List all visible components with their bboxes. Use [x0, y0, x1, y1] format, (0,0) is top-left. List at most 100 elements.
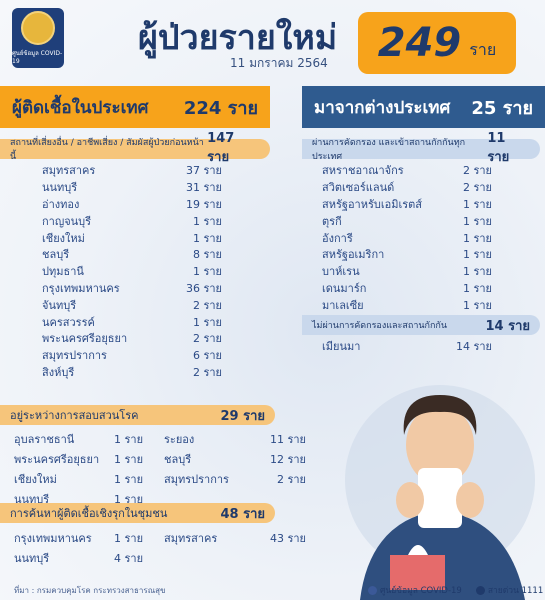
source-note: ที่มา : กรมควบคุมโรค กระทรวงสาธารณสุข	[14, 586, 166, 595]
item-value: 37 ราย	[185, 164, 222, 178]
grid-value-2: 11 ราย	[269, 433, 306, 446]
grid-name-2: ชลบุรี	[164, 453, 192, 466]
phone-icon	[475, 586, 485, 595]
item-name: อังการี	[322, 231, 353, 245]
abroad-title: มาจากต่างประเทศ	[314, 97, 451, 118]
list-item: บาห์เรน 1 ราย	[322, 263, 512, 280]
grid-value-1: 1 ราย	[114, 433, 144, 446]
facebook-link[interactable]: ศูนย์ข้อมูล COVID-19	[368, 583, 462, 597]
list-item: สวิตเซอร์แลนด์ 2 ราย	[322, 179, 512, 196]
item-name: บาห์เรน	[322, 265, 360, 279]
item-name: ตุรกี	[322, 214, 342, 228]
seal-icon	[21, 11, 55, 45]
item-name: สหรัฐอเมริกา	[322, 248, 385, 262]
item-name: สมุทรสาคร	[42, 164, 96, 178]
item-value: 14 ราย	[455, 340, 492, 354]
item-value: 1 ราย	[192, 214, 222, 228]
item-value: 1 ราย	[462, 214, 492, 228]
list-item: สมุทรสาคร 37 ราย	[42, 162, 232, 179]
item-value: 1 ราย	[192, 315, 222, 329]
item-value: 19 ราย	[185, 198, 222, 211]
high-risk-label: สถานที่เสี่ยงอื่น / อาชีพเสี่ยง / สัมผัส…	[10, 138, 204, 162]
list-item: อ่างทอง 19 ราย	[42, 196, 232, 213]
page-title: ผู้ป่วยรายใหม่	[138, 18, 338, 58]
grid-value-1: 1 ราย	[114, 493, 144, 506]
footer-contacts: ศูนย์ข้อมูล COVID-19 สายด่วน 1111	[368, 583, 543, 597]
item-value: 1 ราย	[462, 265, 492, 279]
item-name: สิงห์บุรี	[42, 365, 75, 379]
grid-value-2: 12 ราย	[269, 453, 306, 466]
item-value: 1 ราย	[192, 265, 222, 279]
list-item: มาเลเซีย 1 ราย	[322, 296, 512, 313]
list-item: นนทบุรี 31 ราย	[42, 179, 232, 196]
grid-value-1: 1 ราย	[114, 453, 144, 466]
item-value: 2 ราย	[462, 181, 492, 195]
investigating-list: อุบลราชธานี 1 ราย ระยอง 11 รายพระนครศรีอยุธ…	[14, 430, 306, 508]
facebook-icon	[368, 586, 377, 595]
grid-name-1: อุบลราชธานี	[14, 433, 75, 446]
grid-value-2: 43 ราย	[269, 532, 306, 545]
report-date: 11 มกราคม 2564	[230, 56, 328, 70]
investigating-subheader: อยู่ระหว่างการสอบสวนโรค 29 ราย	[0, 405, 275, 425]
hotline-label: สายด่วน 1111	[487, 586, 544, 596]
list-item: จันทบุรี 2 ราย	[42, 296, 232, 313]
item-value: 1 ราย	[462, 281, 492, 295]
item-name: นนทบุรี	[42, 181, 78, 195]
list-item: ชลบุรี 8 ราย	[42, 246, 232, 263]
list-item: ปทุมธานี 1 ราย	[42, 263, 232, 280]
unscreened-label: ไม่ผ่านการคัดกรองและสถานกักกัน	[312, 321, 448, 331]
item-value: 31 ราย	[185, 181, 222, 195]
grid-value-2: 2 ราย	[276, 473, 306, 486]
grid-name-1: เชียงใหม่	[14, 473, 57, 486]
grid-name-2: สมุทรสาคร	[164, 532, 218, 545]
grid-value-1: 1 ราย	[114, 532, 144, 545]
high-risk-subheader: สถานที่เสี่ยงอื่น / อาชีพเสี่ยง / สัมผัส…	[0, 131, 270, 165]
quarantine-subheader: ผ่านการคัดกรอง และเข้าสถานกักกันทุกประเท…	[302, 131, 540, 165]
item-value: 1 ราย	[192, 231, 222, 245]
list-item: สมุทรปราการ 6 ราย	[42, 347, 232, 364]
unscreened-count: 14 ราย	[485, 318, 530, 334]
high-risk-list: สมุทรสาคร 37 รายนนทบุรี 31 ราย อ่างทอง 19 รา…	[42, 162, 232, 380]
domestic-count: 224 ราย	[183, 97, 258, 119]
unscreened-subheader: ไม่ผ่านการคัดกรองและสถานกักกัน 14 ราย	[302, 315, 540, 335]
item-value: 2 ราย	[192, 365, 222, 379]
grid-value-1: 4 ราย	[114, 552, 144, 565]
list-item: อังการี 1 ราย	[322, 229, 512, 246]
item-name: ปทุมธานี	[42, 265, 84, 279]
grid-name-1: พระนครศรีอยุธยา	[14, 453, 100, 466]
item-value: 6 ราย	[192, 349, 222, 363]
item-name: พระนครศรีอยุธยา	[42, 332, 128, 346]
list-item: สหรัฐอเมริกา 1 ราย	[322, 246, 512, 263]
list-item: ตุรกี 1 ราย	[322, 212, 512, 229]
item-name: กรุงเทพมหานคร	[42, 281, 120, 295]
item-name: กาญจนบุรี	[42, 214, 92, 228]
item-value: 1 ราย	[462, 231, 492, 245]
grid-name-1: นนทบุรี	[14, 493, 50, 506]
item-name: สหรัฐอาหรับเอมิเรตส์	[322, 198, 423, 211]
item-value: 2 ราย	[192, 332, 222, 346]
grid-value-2	[254, 549, 306, 567]
list-item: เดนมาร์ก 1 ราย	[322, 280, 512, 297]
item-name: เชียงใหม่	[42, 231, 85, 245]
item-name: เมียนมา	[322, 340, 361, 354]
facebook-label: ศูนย์ข้อมูล COVID-19	[380, 586, 462, 596]
list-item: สหรัฐอาหรับเอมิเรตส์ 1 ราย	[322, 196, 512, 213]
item-value: 1 ราย	[462, 298, 492, 312]
grid-value-1: 1 ราย	[114, 473, 144, 486]
domestic-header: ผู้ติดเชื้อในประเทศ 224 ราย	[0, 86, 270, 128]
list-item: เมียนมา 14 ราย	[322, 338, 512, 355]
item-name: เดนมาร์ก	[322, 281, 367, 295]
unscreened-list: เมียนมา 14 ราย	[322, 338, 512, 355]
grid-name-1: นนทบุรี	[14, 552, 50, 565]
grid-name-2: ระยอง	[164, 433, 195, 446]
hotline: สายด่วน 1111	[475, 583, 544, 597]
sick-person-illustration	[345, 385, 535, 600]
item-name: มาเลเซีย	[322, 298, 364, 312]
quarantine-label: ผ่านการคัดกรอง และเข้าสถานกักกันทุกประเท…	[312, 138, 466, 162]
list-item: กาญจนบุรี 1 ราย	[42, 212, 232, 229]
item-name: นครสวรรค์	[42, 315, 95, 329]
abroad-count: 25 ราย	[471, 97, 533, 119]
active-search-count: 48 ราย	[220, 506, 265, 522]
list-item: สหราชอาณาจักร 2 ราย	[322, 162, 512, 179]
item-value: 2 ราย	[462, 164, 492, 178]
